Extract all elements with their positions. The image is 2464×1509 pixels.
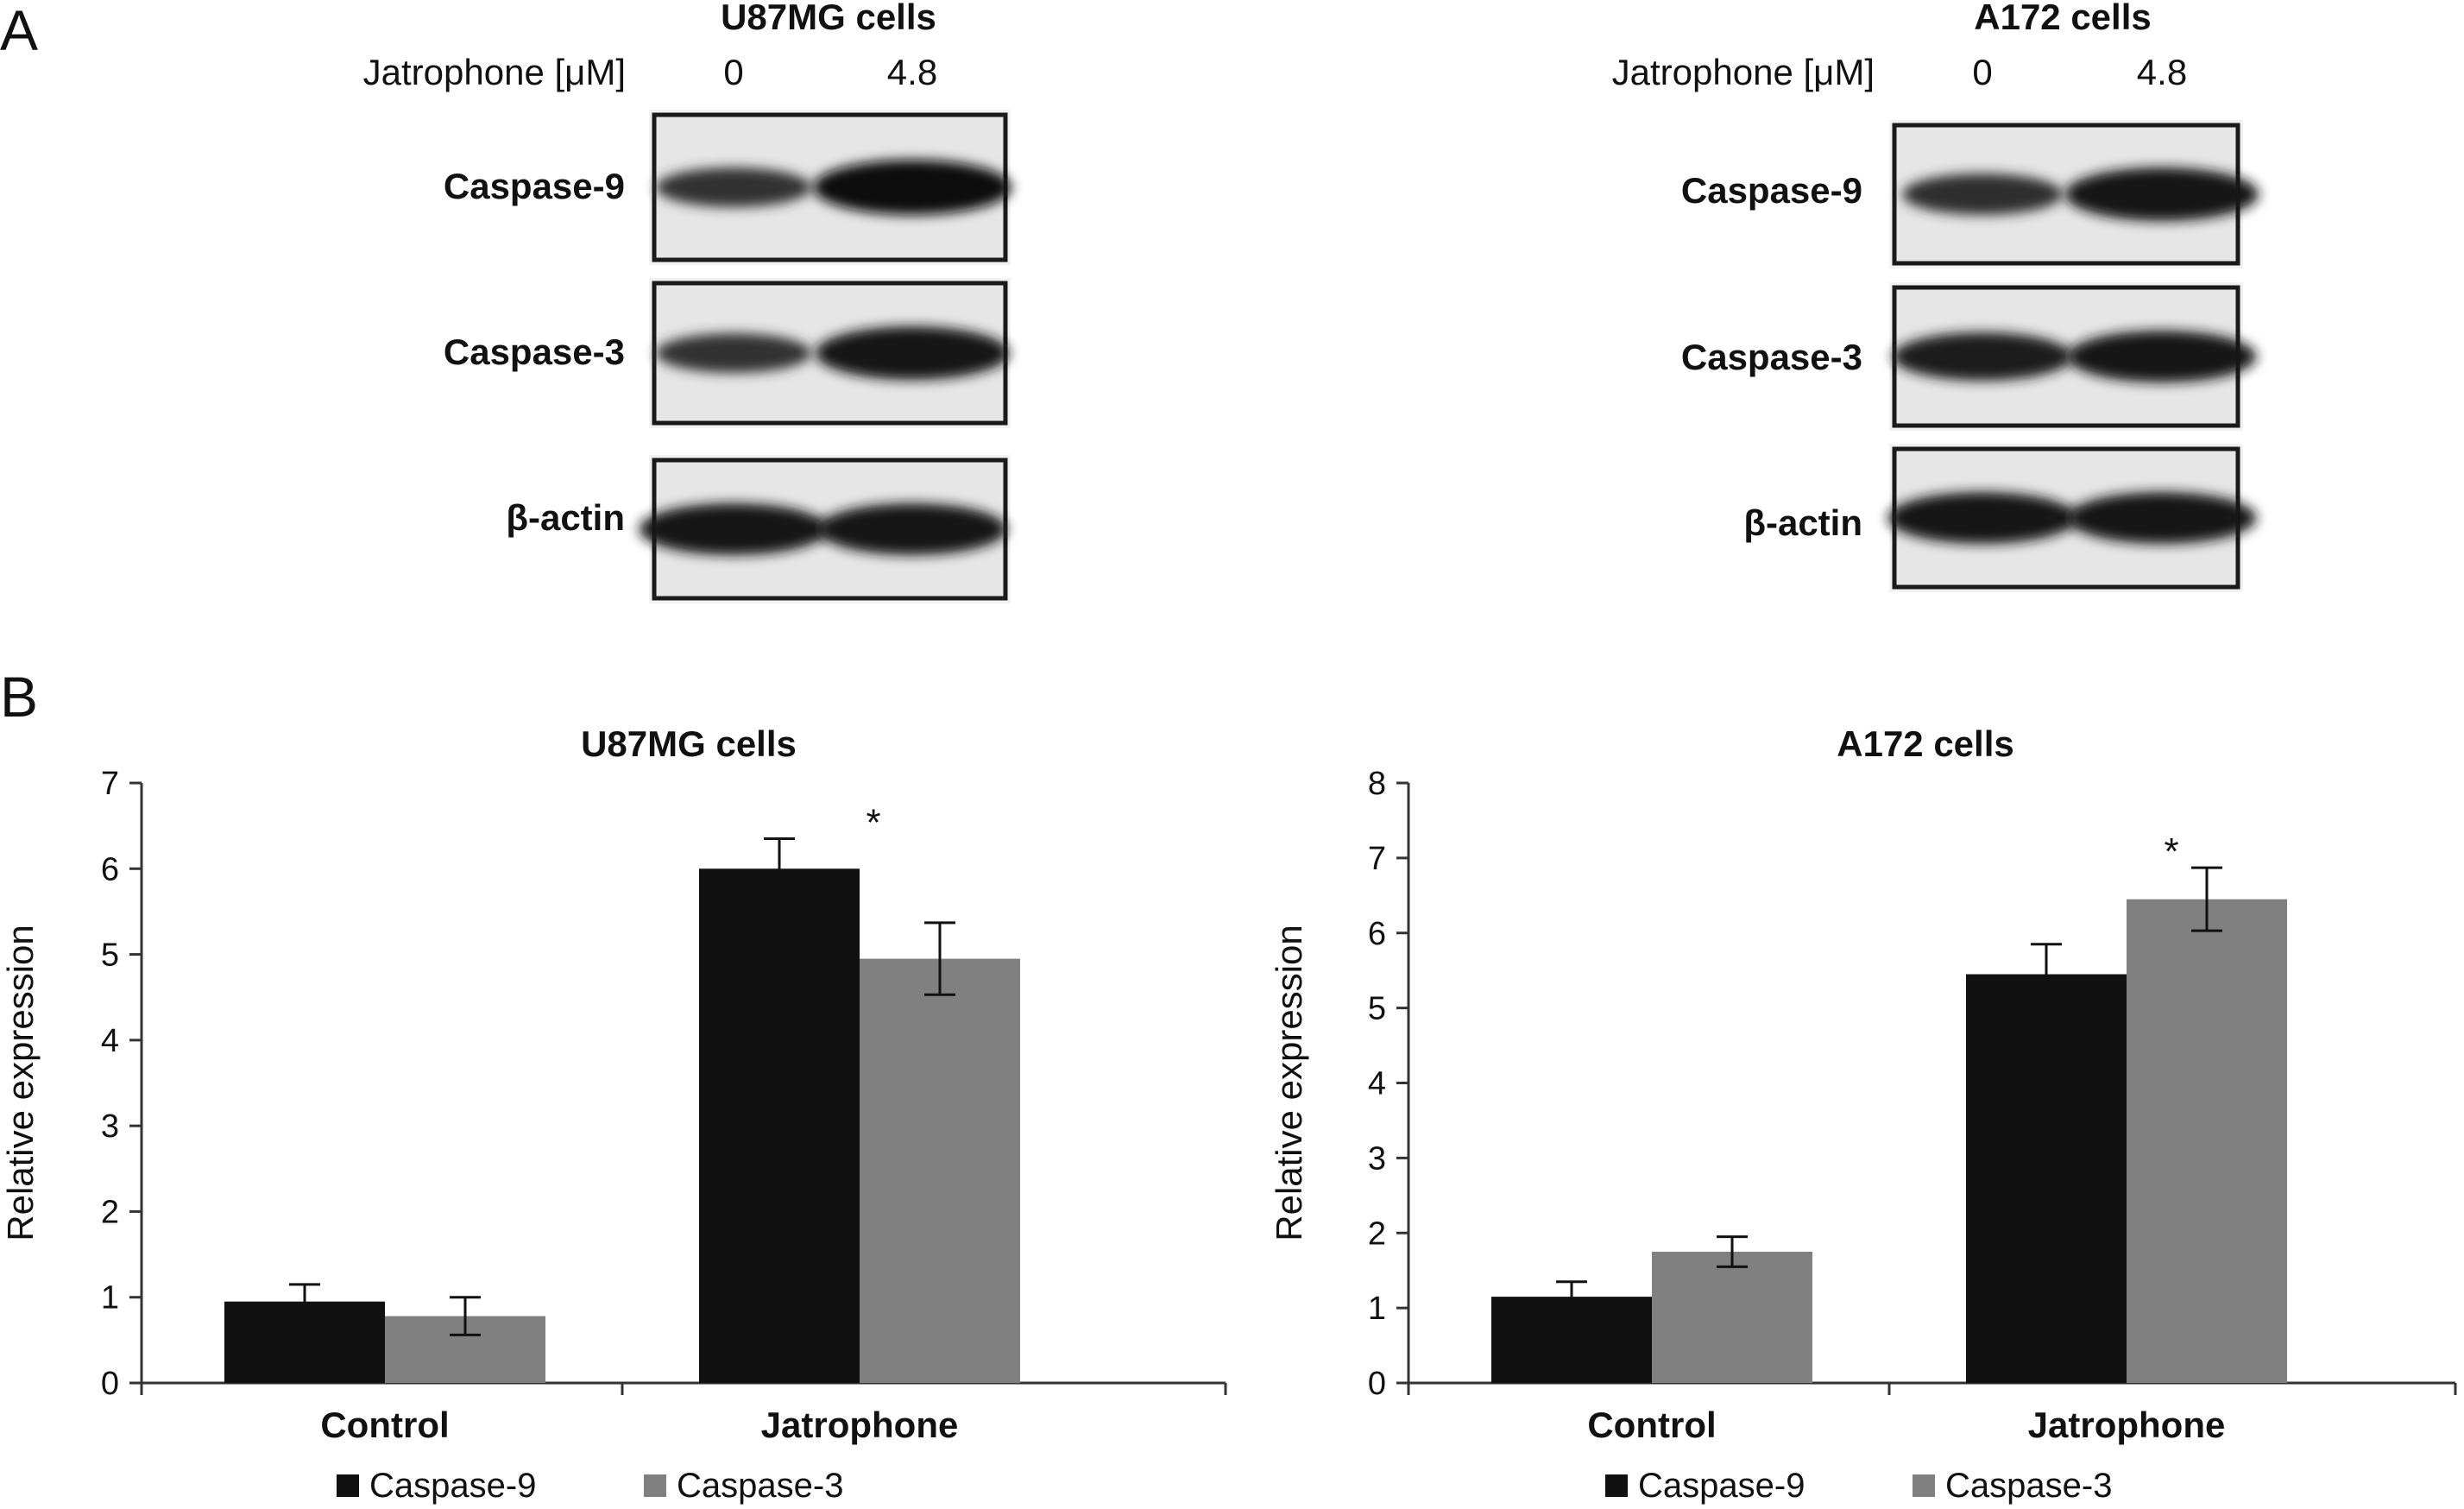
y-tick-label: 0 (101, 1366, 119, 1402)
blot-band (2064, 167, 2259, 221)
panel-letter-b: B (0, 665, 38, 729)
y-axis-label: Relative expression (1269, 925, 1309, 1241)
bar-chart-a172: A172 cells 0 1 2 3 4 5 6 7 8 Relative expression Co… (1269, 723, 2457, 1505)
y-tick-label: 4 (1368, 1066, 1386, 1102)
legend-entry: Caspase-9 (1638, 1467, 1805, 1505)
blot-band (2067, 492, 2257, 544)
y-axis-label: Relative expression (0, 925, 41, 1241)
y-tick-label: 1 (101, 1280, 119, 1316)
blot-cell-line: A172 cells (1974, 0, 2152, 37)
chart-title: U87MG cells (581, 723, 797, 764)
legend-entry: Caspase-3 (677, 1467, 843, 1505)
y-tick-label: 8 (1368, 766, 1386, 802)
band-label: Caspase-9 (444, 166, 625, 206)
band-label: Caspase-3 (1681, 337, 1862, 377)
blot-concentration: 0 (1972, 52, 1992, 92)
category-label: Jatrophone (2028, 1405, 2226, 1445)
blot-band (1902, 174, 2063, 215)
bar (2127, 899, 2287, 1383)
y-tick-label: 2 (101, 1194, 119, 1230)
y-tick-label: 5 (1368, 991, 1386, 1027)
legend-entry: Caspase-3 (1945, 1467, 2112, 1505)
legend-swatch (1913, 1474, 1935, 1497)
blot-band (1887, 492, 2077, 544)
blot-band (817, 503, 1007, 555)
chart-title: A172 cells (1837, 723, 2014, 764)
legend-swatch (337, 1474, 359, 1497)
blot-concentration: 4.8 (2137, 52, 2187, 92)
blot-treatment-label: Jatrophone [μM] (1612, 52, 1875, 92)
blot-band (639, 503, 829, 555)
y-tick-label: 3 (101, 1108, 119, 1145)
significance-star: * (866, 802, 880, 844)
blot-band (815, 326, 1010, 380)
western-blot-u87mg: U87MG cells Jatrophone [μM] 0 4.8 Caspas… (363, 0, 1011, 603)
y-tick-label: 0 (1368, 1366, 1386, 1402)
bar (699, 868, 860, 1383)
blot-band (1893, 332, 2072, 381)
legend-swatch (644, 1474, 666, 1497)
blot-band (655, 333, 812, 373)
blot-concentration: 0 (723, 52, 743, 92)
band-label: Caspase-3 (444, 331, 625, 372)
band-label: β-actin (506, 497, 625, 538)
category-label: Control (1587, 1405, 1716, 1445)
blot-band (655, 167, 812, 207)
y-tick-label: 5 (101, 938, 119, 974)
significance-star: * (2164, 830, 2178, 873)
legend-swatch (1605, 1474, 1628, 1497)
legend-entry: Caspase-9 (369, 1467, 536, 1505)
bar (860, 958, 1020, 1383)
y-tick-label: 1 (1368, 1291, 1386, 1327)
category-label: Jatrophone (761, 1405, 959, 1445)
panel-letter-a: A (0, 0, 38, 62)
blot-band (813, 160, 1011, 215)
y-tick-label: 7 (1368, 841, 1386, 877)
bar-chart-u87mg: U87MG cells 0 1 2 3 4 5 6 7 Relative expression Co… (0, 723, 1227, 1505)
band-label: Caspase-9 (1681, 170, 1862, 211)
y-tick-label: 4 (101, 1023, 119, 1059)
bar (1966, 974, 2127, 1383)
band-label: β-actin (1743, 502, 1862, 543)
y-tick-label: 3 (1368, 1140, 1386, 1177)
y-tick-label: 6 (1368, 916, 1386, 952)
blot-band (2067, 331, 2257, 382)
western-blot-a172: A172 cells Jatrophone [μM] 0 4.8 Caspase… (1612, 0, 2259, 592)
blot-cell-line: U87MG cells (721, 0, 936, 37)
blot-treatment-label: Jatrophone [μM] (363, 52, 626, 92)
y-tick-label: 6 (101, 851, 119, 887)
category-label: Control (320, 1405, 449, 1445)
blot-concentration: 4.8 (887, 52, 937, 92)
y-tick-label: 7 (101, 766, 119, 802)
bar (1652, 1251, 1812, 1383)
y-tick-label: 2 (1368, 1215, 1386, 1252)
